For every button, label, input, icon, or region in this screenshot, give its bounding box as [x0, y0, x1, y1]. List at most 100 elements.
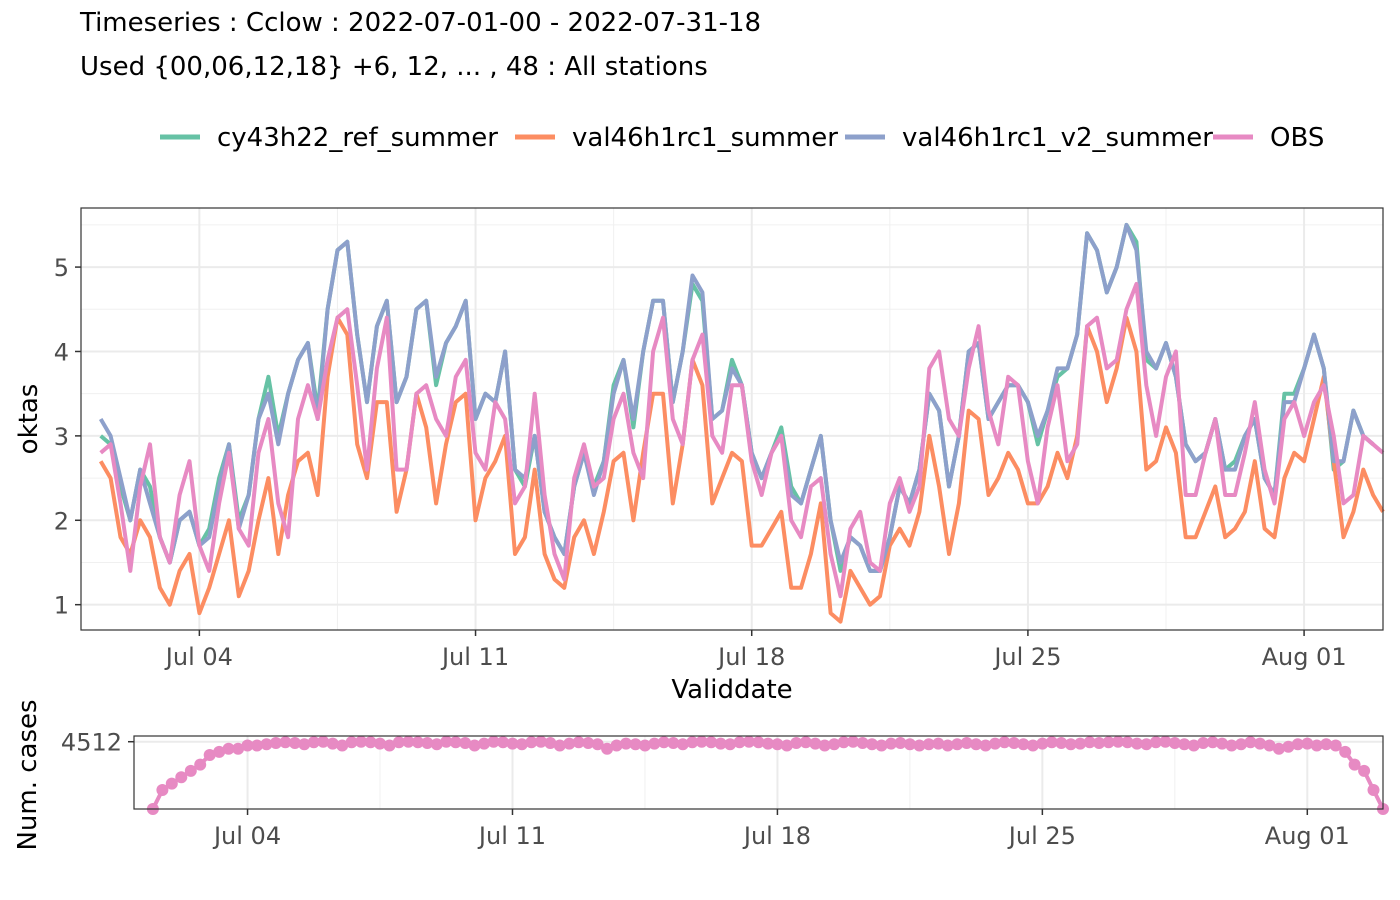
cases-point	[525, 736, 538, 749]
cases-point	[1008, 737, 1020, 749]
cases-point	[184, 764, 197, 777]
cases-point	[506, 737, 519, 750]
y-tick-label: 2	[54, 507, 69, 535]
cases-point	[1235, 738, 1248, 751]
cases-point	[657, 736, 670, 749]
cases-point	[951, 738, 964, 751]
cases-point	[894, 737, 907, 749]
cases-point	[383, 739, 396, 752]
cases-point	[941, 739, 954, 752]
cases-point	[572, 736, 585, 749]
y-tick-label: 3	[54, 423, 69, 451]
cases-point	[260, 738, 273, 751]
cases-point	[1083, 736, 1096, 749]
cases-point	[989, 737, 1002, 750]
series-line-val46h1rc1-summer	[98, 315, 1385, 624]
cases-x-tick-label: Jul 04	[212, 822, 281, 850]
cases-point	[866, 738, 878, 751]
cases-point	[799, 736, 812, 749]
cases-point	[459, 737, 472, 749]
cases-point	[970, 738, 983, 751]
cases-point	[780, 739, 793, 752]
cases-point	[203, 749, 216, 761]
cases-point	[1045, 736, 1058, 749]
cases-x-tick-label: Jul 18	[742, 822, 811, 850]
cases-point	[1263, 739, 1276, 752]
y-axis-title: oktas	[14, 384, 44, 455]
x-axis-title: Validdate	[671, 675, 792, 705]
cases-point	[582, 737, 595, 749]
x-tick-label: Jul 04	[164, 643, 233, 671]
cases-point	[1358, 764, 1371, 777]
cases-point	[875, 739, 888, 752]
cases-point	[1131, 737, 1143, 750]
cases-point	[1197, 737, 1210, 749]
cases-x-tick-label: Aug 01	[1265, 822, 1350, 850]
cases-point	[241, 739, 254, 752]
cases-point	[1339, 745, 1352, 758]
cases-point	[336, 739, 349, 752]
cases-y-tick-label: 4512	[61, 729, 122, 757]
cases-point	[1149, 736, 1162, 749]
legend-label-val46h1rc1-summer: val46h1rc1_summer	[572, 123, 838, 153]
cases-point	[345, 736, 358, 749]
x-tick-label: Jul 18	[716, 643, 785, 671]
cases-point	[932, 737, 945, 750]
legend-label-obs: OBS	[1270, 123, 1324, 153]
cases-point	[392, 736, 405, 749]
cases-point	[629, 738, 642, 751]
x-tick-label: Aug 01	[1262, 643, 1347, 671]
plot-border	[80, 207, 1384, 631]
cases-point	[156, 784, 169, 796]
cases-point	[818, 739, 831, 752]
cases-x-tick-label: Jul 11	[477, 822, 546, 850]
cases-point	[714, 737, 727, 750]
cases-point	[411, 736, 424, 749]
cases-point	[251, 739, 263, 752]
cases-point	[771, 738, 784, 751]
cases-point	[1310, 739, 1323, 752]
cases-point	[1026, 739, 1039, 752]
cases-point	[762, 737, 774, 750]
cases-point	[326, 737, 339, 750]
cases-point	[1206, 736, 1219, 749]
cases-point	[355, 735, 368, 748]
cases-y-axis-title: Num. cases	[13, 699, 43, 850]
cases-point	[922, 738, 935, 751]
cases-point	[591, 738, 604, 751]
cases-point	[515, 738, 528, 751]
cases-point	[1320, 738, 1333, 751]
legend-label-cy43h22-ref-summer: cy43h22_ref_summer	[217, 123, 498, 153]
cases-points-obs	[146, 735, 1389, 815]
cases-point	[903, 738, 916, 751]
y-tick-label: 4	[54, 338, 69, 366]
series-line-val46h1rc1-v2-summer	[98, 222, 1375, 573]
cases-point	[1093, 737, 1106, 749]
cases-point	[279, 736, 292, 749]
series-line-obs	[99, 282, 1385, 599]
cases-point	[1140, 738, 1153, 751]
cases-point	[979, 739, 992, 752]
legend-label-val46h1rc1-v2-summer: val46h1rc1_v2_summer	[902, 123, 1213, 153]
cases-point	[1282, 740, 1295, 753]
grid-lines	[81, 208, 1383, 630]
cases-point	[1187, 739, 1200, 752]
cases-point	[288, 737, 301, 749]
cases-point	[828, 738, 841, 751]
legend-item-obs: OBS	[1213, 123, 1324, 153]
cases-point	[856, 737, 869, 749]
cases-point	[837, 736, 850, 749]
cases-point	[478, 737, 491, 750]
cases-point	[648, 737, 661, 750]
cases-point	[667, 737, 680, 749]
cases-point	[1159, 735, 1172, 748]
cases-point	[1036, 737, 1049, 750]
legend-item-cy43h22-ref-summer: cy43h22_ref_summer	[160, 123, 498, 153]
cases-point	[175, 771, 188, 784]
chart-subtitle: Used {00,06,12,18} +6, 12, ... , 48 : Al…	[80, 52, 708, 82]
chart-title: Timeseries : Cclow : 2022-07-01-00 - 202…	[80, 8, 762, 38]
cases-point	[553, 739, 566, 752]
cases-point	[544, 737, 557, 749]
cases-point	[1121, 736, 1134, 749]
